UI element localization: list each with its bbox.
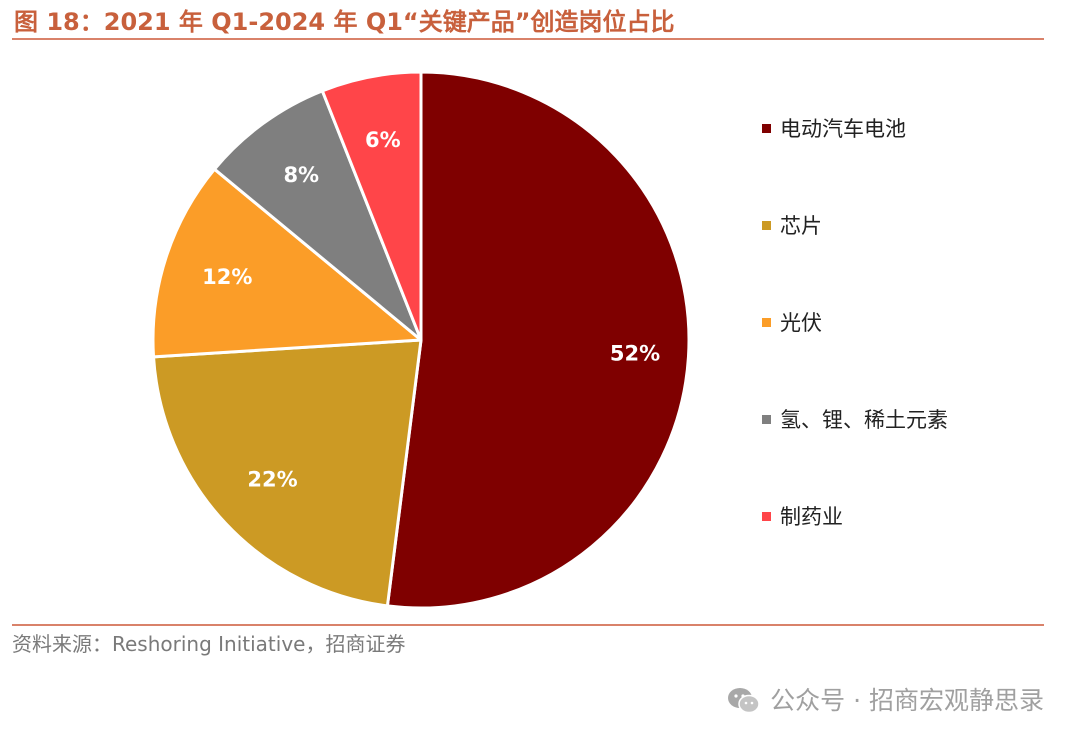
slice-data-label: 12%	[202, 265, 252, 289]
slice-data-label: 52%	[610, 341, 660, 365]
legend-item: 电动汽车电池	[762, 116, 948, 213]
source-note: 资料来源：Reshoring Initiative，招商证券	[12, 632, 406, 656]
legend-swatch	[762, 221, 771, 230]
pie-slice	[151, 167, 423, 359]
legend-label: 芯片	[780, 214, 822, 238]
figure-title: 图 18：2021 年 Q1-2024 年 Q1“关键产品”创造岗位占比	[14, 8, 675, 36]
legend-label: 制药业	[780, 505, 843, 529]
title-divider	[12, 38, 1044, 40]
watermark-text: 公众号 · 招商宏观静思录	[770, 686, 1044, 715]
watermark: 公众号 · 招商宏观静思录	[726, 684, 1044, 718]
legend-label: 氢、锂、稀土元素	[780, 408, 948, 432]
slice-data-label: 8%	[283, 163, 319, 187]
wechat-icon	[728, 688, 760, 714]
legend-label: 电动汽车电池	[780, 117, 906, 141]
legend-swatch	[762, 415, 771, 424]
legend-item: 制药业	[762, 504, 948, 601]
source-divider	[12, 624, 1044, 626]
legend-swatch	[762, 318, 771, 327]
pie-slice	[385, 70, 691, 610]
legend-item: 光伏	[762, 310, 948, 407]
slice-data-label: 22%	[247, 467, 297, 491]
legend-item: 芯片	[762, 213, 948, 310]
legend-swatch	[762, 512, 771, 521]
legend-label: 光伏	[780, 311, 822, 335]
pie-slice	[152, 338, 423, 608]
slice-data-label: 6%	[365, 128, 401, 152]
pie-slice	[213, 89, 423, 342]
pie-slice	[320, 70, 423, 342]
legend-swatch	[762, 124, 771, 133]
legend-item: 氢、锂、稀土元素	[762, 407, 948, 504]
chart-legend: 电动汽车电池 芯片 光伏 氢、锂、稀土元素 制药业	[762, 116, 948, 601]
